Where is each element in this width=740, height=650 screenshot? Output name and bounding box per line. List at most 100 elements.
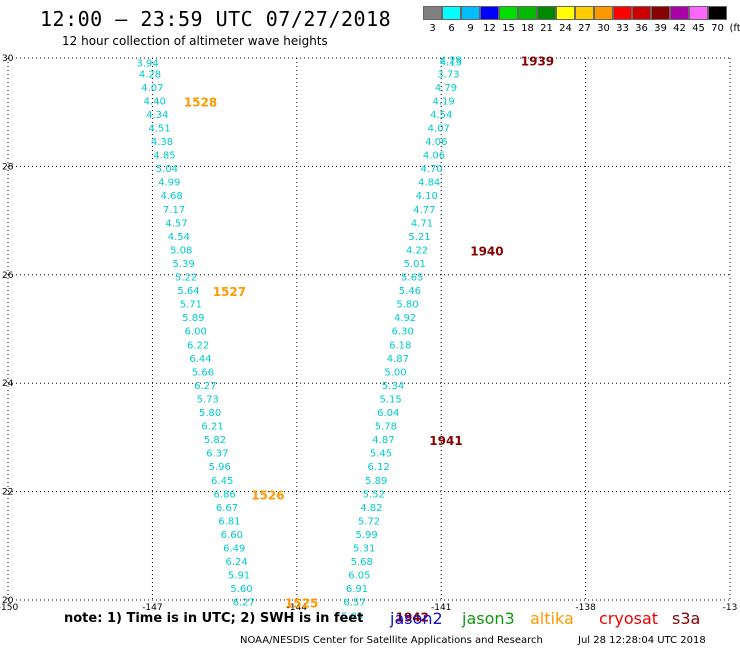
pass-time-label: 1527 [213,285,246,299]
colorbar-swatch [575,6,594,20]
wave-height-value: 5.66 [192,367,214,378]
wave-height-value: 7.17 [163,205,185,216]
satellite-legend-jason3: jason3 [462,609,515,628]
wave-height-value: 4.28 [139,69,161,80]
pass-time-label: 1941 [429,434,462,448]
wave-height-value: 3.94 [136,58,158,69]
wave-height-value: 6.37 [206,449,228,460]
wave-height-value: 6.60 [221,530,243,541]
wave-height-value: 4.84 [418,178,440,189]
satellite-legend-cryosat: cryosat [599,609,659,628]
satellite-legend-s3a: s3a [672,609,701,628]
wave-height-value: 5.64 [177,286,199,297]
wave-height-value: 6.05 [348,571,370,582]
wave-height-value: 6.18 [389,340,411,351]
wave-height-value: 4.34 [146,110,168,121]
wave-height-value: 6.21 [201,422,223,433]
wave-height-value: 5.00 [384,367,406,378]
colorbar-swatch [632,6,651,20]
wave-height-value: 6.67 [216,503,238,514]
wave-height-value: 5.96 [209,462,231,473]
wave-height-value: 4.40 [144,96,166,107]
page-subtitle: 12 hour collection of altimeter wave hei… [62,34,328,48]
colorbar-swatch [651,6,670,20]
x-tick-label: -141 [431,603,451,613]
colorbar-swatch [556,6,575,20]
colorbar-label: 15 [502,23,515,34]
wave-height-value: 6.12 [367,462,389,473]
wave-height-value: 4.99 [158,178,180,189]
wave-height-value: 6.00 [185,327,207,338]
wave-height-value: 4.87 [372,435,394,446]
colorbar-swatch [537,6,556,20]
y-tick-label: 20 [2,596,14,606]
wave-height-value: 4.54 [168,232,190,243]
wave-height-value: 5.08 [170,245,192,256]
colorbar-label: 9 [467,23,474,34]
wave-height-value: 6.44 [189,354,211,365]
wave-height-value: 4.85 [153,151,175,162]
wave-height-value: 4.10 [416,191,438,202]
wave-height-value: 5.01 [404,259,426,270]
colorbar-label: 70 [711,23,724,34]
wave-height-value: 6.04 [377,408,399,419]
wave-height-value: 4.57 [165,218,187,229]
x-tick-label: -138 [575,603,596,613]
pass-time-label: 1940 [470,244,503,258]
wave-height-value: 5.22 [175,273,197,284]
wave-height-value: 4.07 [141,83,163,94]
wave-height-value: 4.87 [387,354,409,365]
wave-height-value: 4.68 [161,191,183,202]
wave-height-value: 4.28 [440,56,462,67]
generated-timestamp: Jul 28 12:28:04 UTC 2018 [578,635,706,646]
wave-height-value: 6.24 [226,557,248,568]
colorbar-label: 33 [616,23,629,34]
wave-height-value: 6.22 [187,340,209,351]
wave-height-value: 5.04 [156,164,178,175]
wave-height-value: 6.91 [346,584,368,595]
colorbar-label: 42 [673,23,686,34]
wave-height-value: 5.21 [408,232,430,243]
wave-height-value: 5.65 [401,273,423,284]
wave-height-value: 5.72 [358,516,380,527]
x-tick-label: -150 [0,603,18,613]
wave-height-value: 5.91 [228,571,250,582]
wave-height-value: 5.89 [341,611,363,622]
wave-height-value: 5.89 [182,313,204,324]
colorbar-swatch [442,6,461,20]
x-tick-label: -144 [287,603,308,613]
colorbar-swatch [613,6,632,20]
colorbar-label: 39 [654,23,667,34]
wave-height-value: 5.71 [180,300,202,311]
wave-height-value: 6.49 [223,544,245,555]
wave-height-value: 3.73 [437,69,459,80]
credit-line: NOAA/NESDIS Center for Satellite Applica… [240,635,543,646]
wave-height-value: 5.39 [173,259,195,270]
colorbar-label: 24 [559,23,572,34]
x-tick-label: -147 [142,603,162,613]
colorbar-swatch [689,6,708,20]
wave-height-value: 4.71 [411,218,433,229]
wave-height-value: 4.51 [148,123,170,134]
colorbar-label: 45 [692,23,705,34]
colorbar-label: 12 [483,23,496,34]
wave-height-value: 4.38 [151,137,173,148]
wave-height-value: 5.80 [199,408,221,419]
wave-height-value: 6.57 [343,598,365,609]
y-tick-label: 24 [2,379,14,389]
wave-height-value: 6.45 [211,476,233,487]
wave-height-value: 4.06 [423,151,445,162]
colorbar-swatch [670,6,689,20]
wave-height-value: 4.07 [428,123,450,134]
colorbar-swatch [480,6,499,20]
pass-time-label: 1525 [285,597,318,611]
colorbar-label: 6 [448,23,455,34]
colorbar-swatch [499,6,518,20]
wave-height-value: 5.78 [375,422,397,433]
wave-height-value: 4.92 [394,313,416,324]
satellite-legend-jason2: jason2 [390,609,443,628]
y-tick-label: 22 [2,488,13,498]
pass-time-label: 1528 [184,95,217,109]
wave-height-value: 5.82 [204,435,226,446]
